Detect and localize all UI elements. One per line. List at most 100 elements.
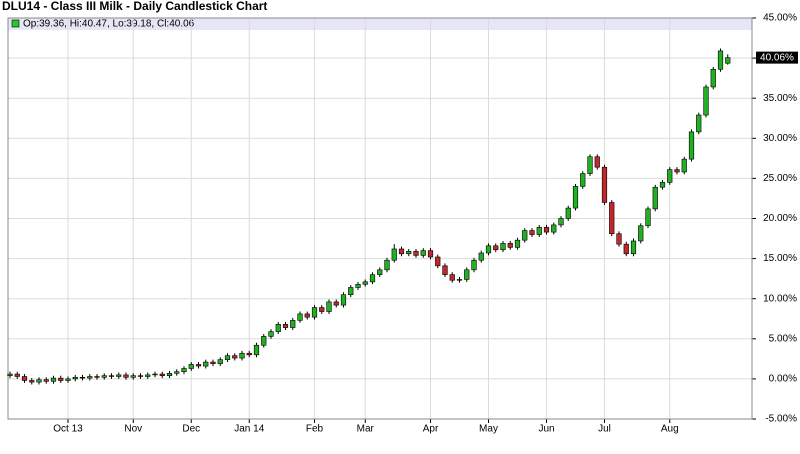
candle-body bbox=[333, 301, 339, 306]
candle-body bbox=[659, 182, 666, 188]
y-tick-label: 0.00% bbox=[769, 374, 797, 385]
candle-body bbox=[558, 218, 564, 226]
candle-body bbox=[398, 248, 405, 255]
candle-body bbox=[297, 313, 303, 321]
x-tick-label: Mar bbox=[357, 424, 375, 435]
candle-body bbox=[239, 352, 245, 359]
candle-body bbox=[485, 245, 492, 254]
y-tick-label: 15.00% bbox=[763, 253, 797, 264]
x-tick-label: Aug bbox=[661, 424, 679, 435]
y-tick-label: 35.00% bbox=[763, 93, 797, 104]
candle-body bbox=[449, 274, 455, 281]
candle-body bbox=[703, 86, 709, 116]
candle-body bbox=[536, 227, 542, 235]
candle-body bbox=[572, 186, 579, 209]
x-tick-label: Apr bbox=[423, 424, 439, 435]
candle-body bbox=[188, 364, 194, 369]
candle-body bbox=[565, 207, 571, 219]
x-tick-label: May bbox=[479, 424, 498, 435]
y-tick-label: -5.00% bbox=[765, 414, 797, 425]
candle-body bbox=[493, 245, 499, 251]
y-tick-label: 45.00% bbox=[763, 13, 797, 24]
last-price-label: 40.06% bbox=[760, 52, 794, 63]
candle-body bbox=[130, 375, 136, 378]
candle-body bbox=[427, 250, 434, 258]
candle-body bbox=[645, 208, 651, 227]
candle-body bbox=[674, 169, 680, 173]
candle-body bbox=[65, 378, 71, 381]
candle-body bbox=[616, 233, 622, 245]
candle-body bbox=[319, 307, 325, 312]
candle-body bbox=[442, 265, 448, 275]
candle-body bbox=[217, 359, 223, 364]
candle-body bbox=[253, 344, 260, 356]
candle-body bbox=[36, 379, 42, 383]
y-tick-label: 20.00% bbox=[763, 213, 797, 224]
candle-body bbox=[681, 158, 687, 173]
candle-body bbox=[116, 374, 122, 377]
candle-body bbox=[522, 230, 528, 241]
candle-body bbox=[174, 371, 180, 374]
candle-body bbox=[108, 375, 115, 377]
candle-body bbox=[500, 243, 506, 251]
y-tick-label: 30.00% bbox=[763, 133, 797, 144]
candle-body bbox=[7, 373, 13, 376]
chart-title: DLU14 - Class III Milk - Daily Candlesti… bbox=[2, 0, 267, 13]
candle-body bbox=[413, 251, 419, 256]
candle-body bbox=[384, 259, 390, 271]
candle-body bbox=[630, 240, 637, 255]
candle-body bbox=[166, 372, 173, 376]
candle-body bbox=[688, 131, 695, 160]
candle-body bbox=[326, 301, 332, 312]
candle-body bbox=[282, 324, 289, 328]
candle-body bbox=[79, 376, 86, 379]
candle-body bbox=[348, 287, 354, 295]
candle-body bbox=[580, 173, 586, 187]
candle-body bbox=[478, 252, 484, 261]
x-tick-label: Feb bbox=[306, 424, 324, 435]
candle-body bbox=[667, 169, 673, 183]
candle-body bbox=[87, 376, 93, 379]
candle-body bbox=[232, 355, 238, 359]
y-tick-label: 5.00% bbox=[769, 333, 797, 344]
x-tick-label: Oct 13 bbox=[53, 424, 83, 435]
info-band bbox=[8, 18, 752, 30]
candle-body bbox=[369, 274, 376, 283]
last-price-box bbox=[756, 51, 798, 64]
y-tick-label: 25.00% bbox=[763, 173, 797, 184]
candle-body bbox=[717, 50, 724, 70]
candle-body bbox=[507, 243, 513, 248]
candle-body bbox=[406, 251, 412, 255]
candle-body bbox=[94, 376, 100, 378]
candle-body bbox=[195, 364, 202, 367]
candle-body bbox=[456, 279, 463, 281]
candle-body bbox=[21, 376, 28, 381]
candle-body bbox=[638, 225, 644, 242]
x-tick-label: Jul bbox=[598, 424, 611, 435]
candle-body bbox=[43, 379, 49, 382]
candle-body bbox=[137, 375, 144, 377]
candle-body bbox=[101, 375, 107, 378]
candle-body bbox=[609, 202, 615, 235]
candle-body bbox=[14, 373, 20, 377]
candle-body bbox=[181, 368, 187, 372]
candle-body bbox=[29, 380, 35, 383]
plot-frame bbox=[7, 17, 753, 420]
candle-body bbox=[391, 248, 397, 261]
candle-body bbox=[224, 355, 231, 360]
candle-body bbox=[514, 239, 521, 248]
candle-body bbox=[210, 361, 216, 364]
candle-body bbox=[268, 331, 274, 337]
candle-body bbox=[623, 243, 629, 255]
x-tick-label: Dec bbox=[182, 424, 200, 435]
candle-body bbox=[58, 377, 64, 381]
x-tick-label: Jun bbox=[538, 424, 554, 435]
candle-body bbox=[72, 376, 78, 380]
candle-body bbox=[362, 281, 368, 285]
candle-body bbox=[652, 186, 658, 210]
candle-body bbox=[543, 227, 550, 233]
candle-body bbox=[725, 57, 731, 64]
x-tick-label: Jan 14 bbox=[234, 424, 264, 435]
candle-body bbox=[551, 224, 557, 233]
